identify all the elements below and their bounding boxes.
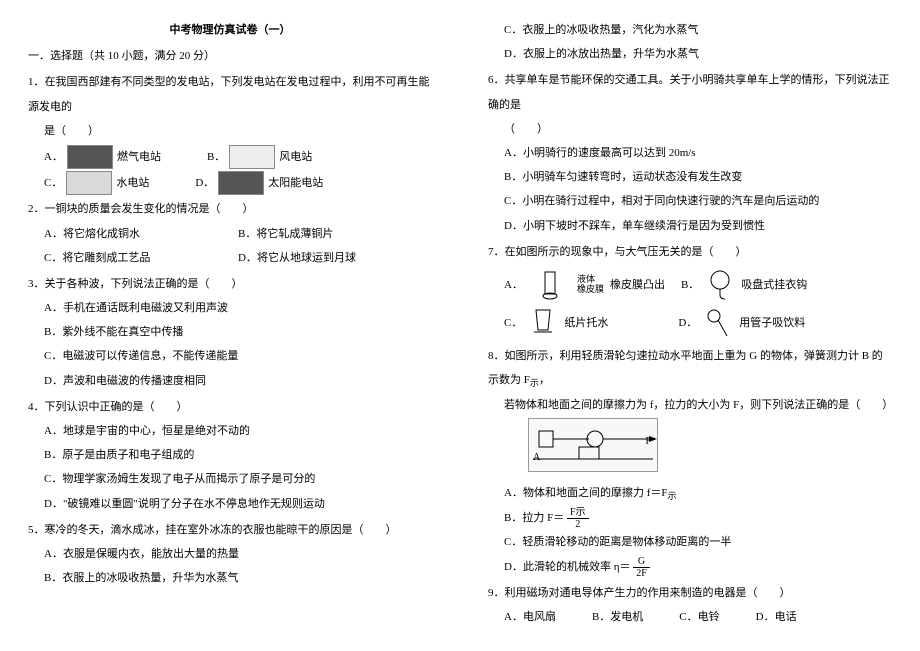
q1-stem: 1．在我国西部建有不同类型的发电站，下列发电站在发电过程中，利用不可再生能源发电… bbox=[28, 70, 432, 118]
q2-opt-c: C．将它雕刻成工艺品 bbox=[44, 246, 238, 270]
q3-opt-a: A．手机在通话既利电磁波又利用声波 bbox=[28, 296, 432, 320]
q4-opt-a: A．地球是宇宙的中心，恒星是绝对不动的 bbox=[28, 419, 432, 443]
q7-opt-b: B． 吸盘式挂衣钩 bbox=[681, 268, 807, 302]
q1-opt-b: B． 风电站 bbox=[207, 145, 312, 169]
q3-opt-d: D．声波和电磁波的传播速度相同 bbox=[28, 369, 432, 393]
q7-opt-c: C． 纸片托水 bbox=[504, 306, 608, 340]
q5-opt-c: C．衣服上的冰吸收热量，汽化为水蒸气 bbox=[488, 18, 892, 42]
q3-opt-c: C．电磁波可以传递信息，不能传递能量 bbox=[28, 344, 432, 368]
pulley-figure: A bbox=[528, 418, 658, 472]
q6-opt-c: C．小明在骑行过程中，相对于同向快速行驶的汽车是向后运动的 bbox=[488, 189, 892, 213]
q1-opt-a: A． 燃气电站 bbox=[44, 145, 161, 169]
q5-opt-b: B．衣服上的冰吸收热量，升华为水蒸气 bbox=[28, 566, 432, 590]
q6-stem2: （ ） bbox=[488, 117, 892, 141]
q7-opt-a: A． 液体 橡皮膜 橡皮膜凸出 bbox=[504, 268, 665, 302]
question-5: 5．寒冷的冬天，滴水成冰，挂在室外冰冻的衣服也能晾干的原因是（ ） A．衣服是保… bbox=[28, 518, 432, 591]
section-heading: 一．选择题（共 10 小题，满分 20 分） bbox=[28, 44, 432, 68]
q7-stem: 7．在如图所示的现象中，与大气压无关的是（ ） bbox=[488, 240, 892, 264]
exam-title: 中考物理仿真试卷（一） bbox=[28, 18, 432, 42]
solar-plant-image bbox=[218, 171, 264, 195]
wind-plant-image bbox=[229, 145, 275, 169]
drink-straw-image bbox=[703, 306, 733, 340]
q2-opt-a: A．将它熔化成铜水 bbox=[44, 222, 238, 246]
q7-opt-d: D． 用管子吸饮料 bbox=[678, 306, 805, 340]
question-2: 2．一铜块的质量会发生变化的情况是（ ） A．将它熔化成铜水 B．将它轧成薄铜片… bbox=[28, 197, 432, 270]
q5-stem: 5．寒冷的冬天，滴水成冰，挂在室外冰冻的衣服也能晾干的原因是（ ） bbox=[28, 518, 432, 542]
q5-opt-d: D．衣服上的冰放出热量，升华为水蒸气 bbox=[488, 42, 892, 66]
q3-stem: 3．关于各种波，下列说法正确的是（ ） bbox=[28, 272, 432, 296]
q4-opt-d: D．"破镜难以重圆"说明了分子在水不停息地作无规则运动 bbox=[28, 492, 432, 516]
q9-opt-a: A．电风扇 bbox=[504, 605, 556, 629]
q1-stem2: 是（ ） bbox=[28, 119, 432, 143]
q3-opt-b: B．紫外线不能在真空中传播 bbox=[28, 320, 432, 344]
q8-opt-c: C．轻质滑轮移动的距离是物体移动距离的一半 bbox=[488, 530, 892, 554]
paper-holds-water-image bbox=[528, 306, 558, 340]
q4-opt-b: B．原子是由质子和电子组成的 bbox=[28, 443, 432, 467]
thermal-plant-image bbox=[67, 145, 113, 169]
left-column: 中考物理仿真试卷（一） 一．选择题（共 10 小题，满分 20 分） 1．在我国… bbox=[0, 0, 460, 651]
q4-stem: 4．下列认识中正确的是（ ） bbox=[28, 395, 432, 419]
q2-stem: 2．一铜块的质量会发生变化的情况是（ ） bbox=[28, 197, 432, 221]
question-1: 1．在我国西部建有不同类型的发电站，下列发电站在发电过程中，利用不可再生能源发电… bbox=[28, 70, 432, 195]
question-6: 6．共享单车是节能环保的交通工具。关于小明骑共享单车上学的情形，下列说法正确的是… bbox=[488, 68, 892, 237]
q1-opt-c: C． 水电站 bbox=[44, 171, 149, 195]
question-8: 8．如图所示，利用轻质滑轮匀速拉动水平地面上重为 G 的物体，弹簧测力计 B 的… bbox=[488, 344, 892, 579]
q9-opt-b: B．发电机 bbox=[592, 605, 643, 629]
q4-opt-c: C．物理学家汤姆生发现了电子从而揭示了原子是可分的 bbox=[28, 467, 432, 491]
question-3: 3．关于各种波，下列说法正确的是（ ） A．手机在通话既利电磁波又利用声波 B．… bbox=[28, 272, 432, 393]
q8-stem1: 8．如图所示，利用轻质滑轮匀速拉动水平地面上重为 G 的物体，弹簧测力计 B 的… bbox=[488, 344, 892, 394]
question-4: 4．下列认识中正确的是（ ） A．地球是宇宙的中心，恒星是绝对不动的 B．原子是… bbox=[28, 395, 432, 516]
q2-opt-d: D．将它从地球运到月球 bbox=[238, 246, 432, 270]
q9-stem: 9．利用磁场对通电导体产生力的作用来制造的电器是（ ） bbox=[488, 581, 892, 605]
tube-membrane-image bbox=[529, 268, 571, 302]
right-column: C．衣服上的冰吸收热量，汽化为水蒸气 D．衣服上的冰放出热量，升华为水蒸气 6．… bbox=[460, 0, 920, 651]
suction-hook-image bbox=[705, 268, 735, 302]
question-9: 9．利用磁场对通电导体产生力的作用来制造的电器是（ ） A．电风扇 B．发电机 … bbox=[488, 581, 892, 629]
q9-opt-d: D．电话 bbox=[756, 605, 797, 629]
q8-opt-b: B．拉力 F＝ F示2 bbox=[488, 506, 892, 530]
q9-opt-c: C．电铃 bbox=[679, 605, 719, 629]
q2-opt-b: B．将它轧成薄铜片 bbox=[238, 222, 432, 246]
q8-opt-a: A．物体和地面之间的摩擦力 f＝F示 bbox=[488, 481, 892, 506]
hydro-plant-image bbox=[66, 171, 112, 195]
q1-opt-d: D． 太阳能电站 bbox=[195, 171, 323, 195]
q6-stem: 6．共享单车是节能环保的交通工具。关于小明骑共享单车上学的情形，下列说法正确的是 bbox=[488, 68, 892, 116]
question-7: 7．在如图所示的现象中，与大气压无关的是（ ） A． 液体 橡皮膜 橡皮膜凸出 … bbox=[488, 240, 892, 340]
q8-stem2: 若物体和地面之间的摩擦力为 f，拉力的大小为 F，则下列说法正确的是（ ） bbox=[488, 393, 892, 417]
q5-opt-a: A．衣服是保暖内衣，能放出大量的热量 bbox=[28, 542, 432, 566]
q6-opt-d: D．小明下坡时不踩车，单车继续滑行是因为受到惯性 bbox=[488, 214, 892, 238]
q6-opt-b: B．小明骑车匀速转弯时，运动状态没有发生改变 bbox=[488, 165, 892, 189]
q6-opt-a: A．小明骑行的速度最高可以达到 20m/s bbox=[488, 141, 892, 165]
q8-opt-d: D．此滑轮的机械效率 η＝ G2F bbox=[488, 555, 892, 579]
